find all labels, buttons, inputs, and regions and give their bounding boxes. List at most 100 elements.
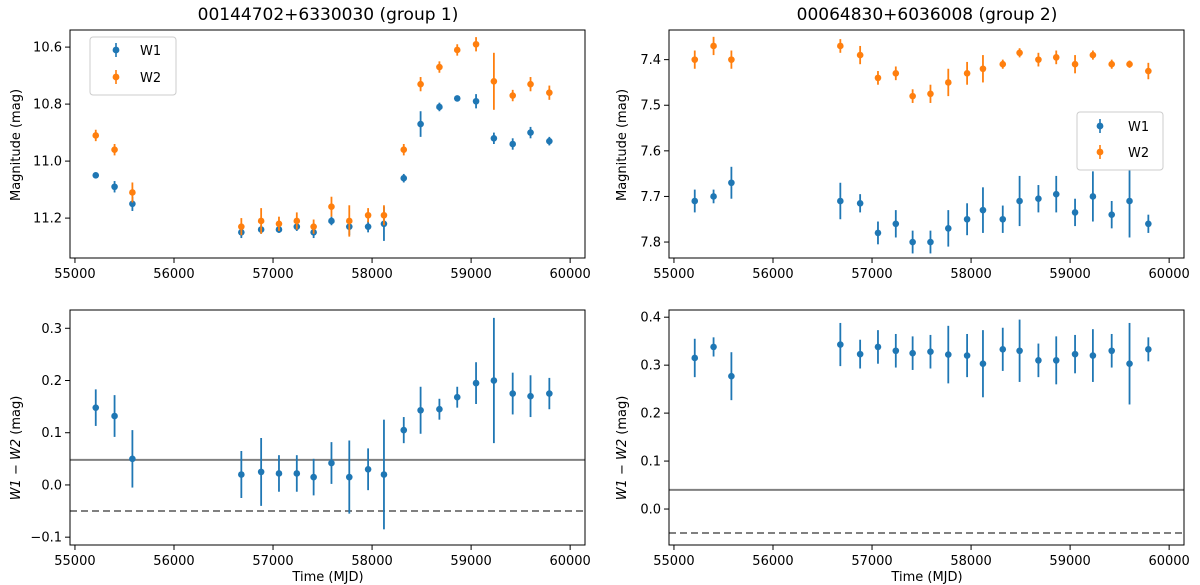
data-point bbox=[92, 404, 100, 411]
legend-w1-marker bbox=[1096, 119, 1104, 133]
data-point bbox=[328, 203, 335, 210]
series-w1-w2 bbox=[92, 317, 553, 530]
data-point bbox=[400, 146, 408, 153]
ylabel-unit: (mag) bbox=[9, 396, 24, 439]
panel-bottom-left-color: Time (MJD) W1 − W2 (mag) 55000 56000 570… bbox=[9, 309, 591, 585]
xtick-label: 56000 bbox=[153, 267, 194, 282]
data-point bbox=[1071, 209, 1079, 216]
data-point bbox=[129, 200, 136, 208]
data-point bbox=[364, 223, 372, 230]
xtick-label: 56000 bbox=[153, 554, 194, 569]
xtick-label: 59000 bbox=[450, 554, 491, 569]
xtick-label: 60000 bbox=[1148, 267, 1189, 282]
ytick-label: 0.3 bbox=[640, 359, 661, 374]
data-point bbox=[710, 343, 717, 351]
panel-top-right-ylabel: Magnitude (mag) bbox=[615, 89, 630, 201]
plot-area bbox=[691, 36, 1152, 254]
data-point bbox=[874, 74, 882, 82]
data-point bbox=[999, 346, 1007, 353]
xtick-label: 59000 bbox=[450, 267, 491, 282]
ytick-label: 7.6 bbox=[640, 144, 661, 159]
data-point bbox=[1126, 360, 1133, 368]
xtick-label: 57000 bbox=[252, 554, 293, 569]
xtick-label: 60000 bbox=[549, 267, 590, 282]
data-point bbox=[963, 352, 971, 359]
xtick-label: 57000 bbox=[851, 554, 892, 569]
data-point bbox=[509, 390, 517, 397]
data-point bbox=[527, 80, 534, 88]
data-point bbox=[310, 473, 317, 481]
data-point bbox=[1108, 211, 1116, 218]
data-point bbox=[417, 80, 424, 88]
panel-bottom-right-ytick-labels: 0.0 0.1 0.2 0.3 0.4 bbox=[640, 311, 661, 518]
data-point bbox=[472, 97, 480, 105]
ylabel-main: W1 − W2 bbox=[9, 439, 24, 500]
data-point bbox=[453, 393, 461, 401]
xtick-label: 56000 bbox=[752, 554, 793, 569]
data-point bbox=[275, 220, 283, 228]
panel-bottom-left-ytick-labels: −0.1 0.0 0.1 0.2 0.3 bbox=[30, 322, 62, 546]
panel-bottom-right-xtick-labels: 55000 56000 57000 58000 59000 60000 bbox=[653, 554, 1190, 569]
ytick-label: 11.0 bbox=[33, 155, 62, 170]
data-point bbox=[92, 132, 100, 139]
data-point bbox=[380, 471, 388, 478]
ytick-label: 0.0 bbox=[640, 503, 661, 518]
data-point bbox=[1089, 51, 1097, 59]
data-point bbox=[1052, 357, 1060, 364]
xtick-label: 55000 bbox=[54, 554, 95, 569]
data-point bbox=[345, 473, 353, 481]
axes-frame bbox=[69, 309, 586, 546]
data-point bbox=[927, 238, 934, 246]
legend-w2-label: W2 bbox=[140, 71, 161, 86]
ytick-label: 0.1 bbox=[640, 455, 661, 470]
axes-frame bbox=[69, 29, 586, 259]
data-point bbox=[490, 135, 498, 142]
legend-box bbox=[89, 36, 177, 96]
xtick-label: 59000 bbox=[1049, 267, 1090, 282]
ytick-label: 7.8 bbox=[640, 236, 661, 251]
data-point bbox=[856, 199, 864, 207]
data-point bbox=[944, 225, 952, 232]
data-point bbox=[436, 405, 443, 413]
data-point bbox=[1089, 193, 1097, 200]
data-point bbox=[364, 211, 372, 219]
series-w2 bbox=[92, 37, 553, 237]
data-point bbox=[691, 354, 699, 362]
data-point bbox=[837, 341, 844, 348]
ytick-label: 0.1 bbox=[41, 426, 62, 441]
data-point bbox=[710, 42, 717, 50]
data-point bbox=[892, 220, 900, 228]
data-point bbox=[472, 379, 480, 387]
xtick-label: 60000 bbox=[1148, 554, 1189, 569]
data-point bbox=[1126, 197, 1133, 205]
panel-top-left-ylabel: Magnitude (mag) bbox=[9, 89, 24, 201]
panel-bottom-right-ylabel: W1 − W2 (mag) bbox=[615, 396, 630, 501]
data-point bbox=[710, 193, 717, 200]
data-point bbox=[275, 470, 283, 477]
ytick-label: 7.4 bbox=[640, 53, 661, 68]
data-point bbox=[909, 92, 916, 100]
panel-bottom-left-xlabel: Time (MJD) bbox=[291, 570, 363, 585]
data-point bbox=[1145, 220, 1152, 228]
data-point bbox=[963, 70, 971, 77]
data-point bbox=[546, 89, 553, 96]
data-point bbox=[1016, 197, 1023, 205]
panel-top-left-magnitude: 00144702+6330030 (group 1) Magnitude (ma… bbox=[9, 5, 591, 282]
xtick-label: 57000 bbox=[252, 267, 293, 282]
data-point bbox=[257, 217, 265, 225]
panel-top-left-ytick-labels: 10.6 10.8 11.0 11.2 bbox=[33, 41, 62, 227]
data-point bbox=[1035, 56, 1042, 63]
data-point bbox=[691, 197, 699, 205]
xtick-label: 58000 bbox=[950, 267, 991, 282]
data-point bbox=[527, 129, 534, 136]
data-point bbox=[490, 377, 498, 384]
series-w2 bbox=[691, 36, 1152, 103]
ytick-label: −0.1 bbox=[30, 531, 62, 546]
data-point bbox=[856, 51, 864, 59]
panel-bottom-right-color: Time (MJD) W1 − W2 (mag) 55000 56000 570… bbox=[615, 309, 1190, 585]
data-point bbox=[400, 426, 408, 434]
panel-top-right-title: 00064830+6036008 (group 2) bbox=[797, 5, 1058, 25]
xtick-label: 60000 bbox=[549, 554, 590, 569]
data-point bbox=[1145, 67, 1152, 75]
